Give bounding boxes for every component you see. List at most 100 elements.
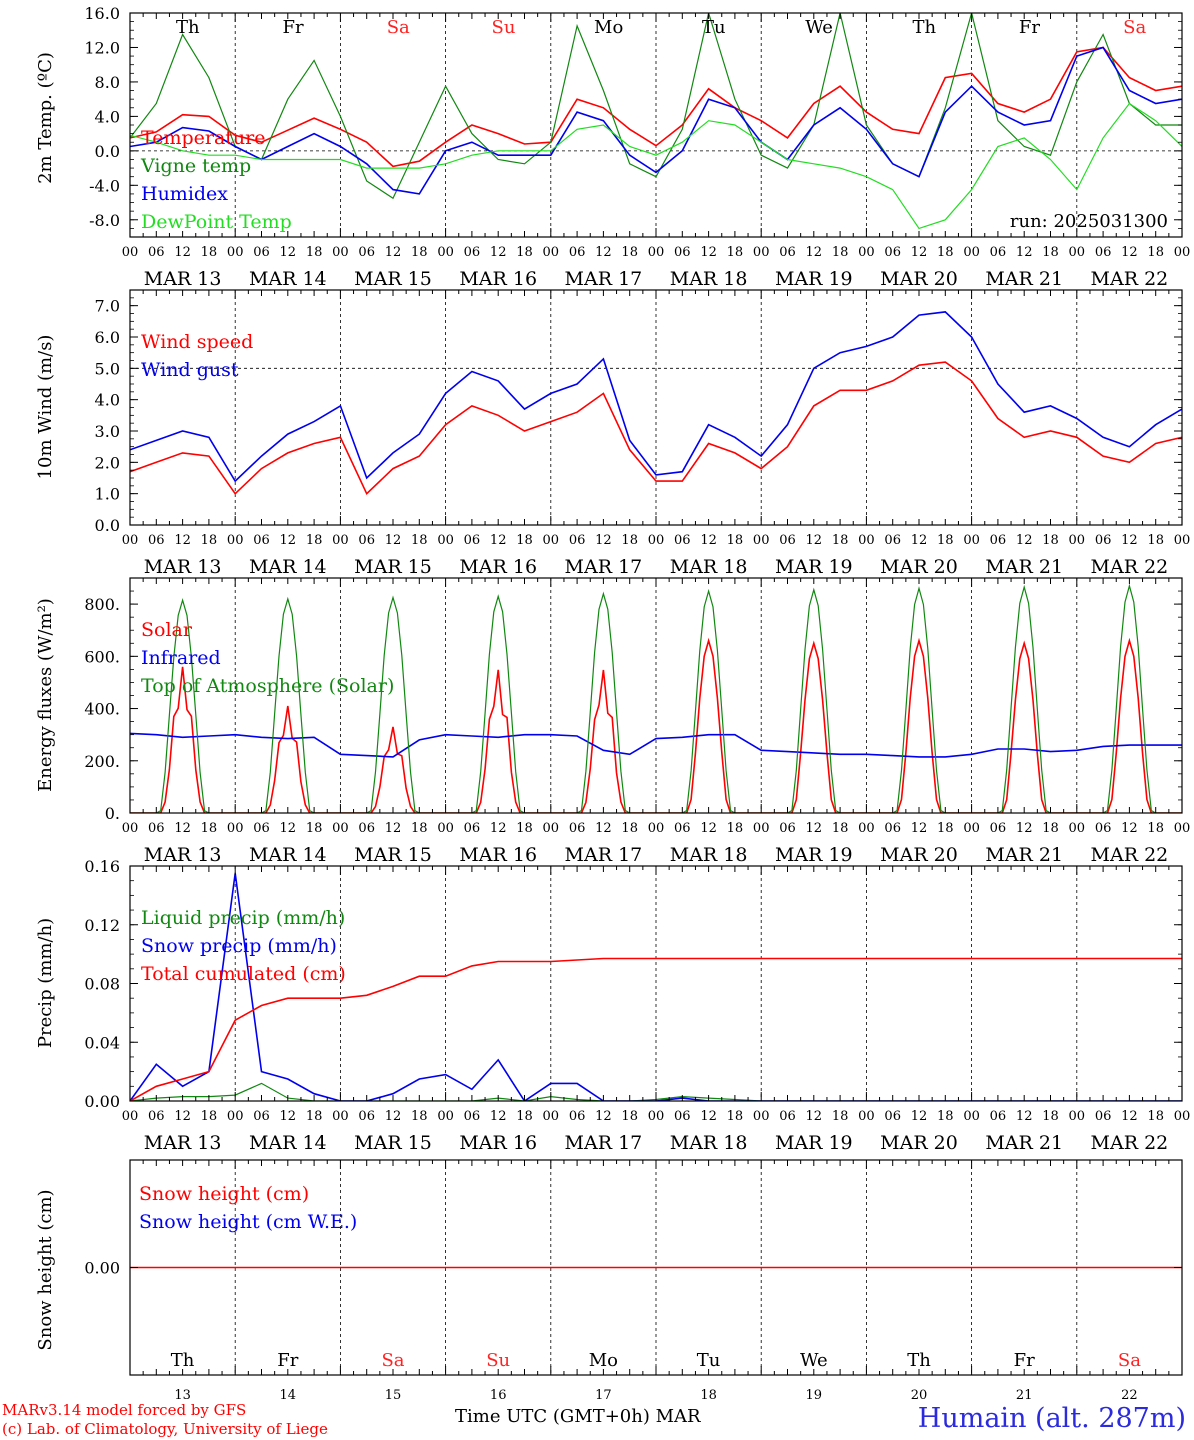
hour-tick-label: 18	[411, 1109, 428, 1124]
hour-tick-label: 00	[332, 533, 349, 548]
hour-tick-label: 00	[122, 533, 139, 548]
y-tick-label: 0.00	[84, 1092, 120, 1111]
hour-tick-label: 06	[884, 821, 901, 836]
y-tick-label: -4.0	[89, 176, 120, 195]
legend-entry: Temperature	[141, 127, 265, 149]
hour-tick-label: 18	[727, 821, 744, 836]
y-tick-label: 1.0	[95, 485, 120, 504]
hour-tick-label: 00	[122, 245, 139, 260]
hour-tick-label: 18	[201, 1109, 218, 1124]
date-label: MAR 21	[985, 844, 1063, 866]
hour-tick-label: 12	[490, 821, 507, 836]
legend-entry: Top of Atmosphere (Solar)	[141, 675, 394, 697]
hour-tick-label: 18	[411, 821, 428, 836]
hour-tick-label: 06	[358, 245, 375, 260]
weekday-label: Su	[486, 1350, 510, 1371]
weekday-label: Su	[491, 17, 515, 38]
hour-tick-label: 06	[148, 245, 165, 260]
hour-tick-label: 18	[621, 1109, 638, 1124]
date-label: MAR 20	[880, 556, 958, 578]
hour-tick-label: 00	[753, 245, 770, 260]
y-tick-label: 0.0	[95, 142, 120, 161]
hour-tick-label: 12	[280, 1109, 297, 1124]
weekday-label: Sa	[1123, 17, 1146, 38]
weekday-label: Mo	[594, 17, 623, 38]
date-label: MAR 14	[249, 268, 327, 290]
date-label: MAR 19	[775, 556, 853, 578]
snow-panel: 0.00 Snow height (cm) Snow height (cm) Snow…	[35, 1159, 1183, 1403]
series-dewpoint-temp	[130, 102, 1182, 230]
hour-tick-label: 00	[1069, 245, 1086, 260]
hour-tick-label: 00	[122, 1109, 139, 1124]
hour-tick-label: 00	[543, 533, 560, 548]
hour-tick-label: 06	[1095, 821, 1112, 836]
hour-tick-label: 00	[332, 821, 349, 836]
hour-tick-label: 18	[1147, 245, 1164, 260]
hour-tick-label: 06	[253, 245, 270, 260]
y-tick-label: 0.00	[84, 1259, 120, 1278]
date-label: MAR 18	[670, 844, 748, 866]
date-label: MAR 20	[880, 844, 958, 866]
hour-tick-label: 12	[595, 821, 612, 836]
hour-tick-label: 18	[832, 821, 849, 836]
y-tick-label: 0.04	[84, 1033, 120, 1052]
hour-tick-label: 00	[437, 821, 454, 836]
weekday-label: Th	[171, 1350, 195, 1371]
hour-tick-label: 00	[963, 1109, 980, 1124]
hour-tick-label: 18	[516, 1109, 533, 1124]
legend-entry: Liquid precip (mm/h)	[141, 907, 345, 929]
run-label: run: 2025031300	[1010, 211, 1168, 232]
hour-tick-label: 00	[437, 1109, 454, 1124]
hour-tick-label: 18	[1147, 1109, 1164, 1124]
hour-tick-label: 12	[280, 821, 297, 836]
hour-tick-label: 12	[806, 1109, 823, 1124]
date-label: MAR 14	[249, 1132, 327, 1154]
y-axis-title: Energy fluxes (W/m²)	[35, 598, 56, 792]
hour-tick-label: 12	[1016, 1109, 1033, 1124]
hour-tick-label: 18	[1042, 821, 1059, 836]
hour-tick-label: 00	[227, 533, 244, 548]
hour-tick-label: 12	[1121, 1109, 1138, 1124]
hour-tick-label: 06	[990, 245, 1007, 260]
hour-tick-label: 18	[937, 821, 954, 836]
hour-tick-label: 18	[1147, 533, 1164, 548]
hour-tick-label: 18	[201, 821, 218, 836]
hour-tick-label: 00	[1174, 533, 1191, 548]
hour-tick-label: 12	[806, 533, 823, 548]
y-tick-label: 0.08	[84, 975, 120, 994]
hour-tick-label: 00	[648, 533, 665, 548]
y-tick-label: 200.	[84, 752, 120, 771]
hour-tick-label: 00	[858, 245, 875, 260]
y-tick-label: 0.16	[84, 857, 120, 876]
hour-tick-label: 00	[1174, 245, 1191, 260]
hour-tick-label: 12	[700, 1109, 717, 1124]
weekday-label: We	[800, 1350, 828, 1371]
legend-entry: Wind speed	[141, 331, 253, 353]
hour-tick-label: 12	[700, 245, 717, 260]
hour-tick-label: 00	[122, 821, 139, 836]
hour-tick-label: 18	[1147, 821, 1164, 836]
date-label: MAR 14	[249, 556, 327, 578]
hour-tick-label: 12	[280, 533, 297, 548]
legend-entry: Snow height (cm)	[139, 1183, 309, 1205]
date-label: MAR 13	[144, 556, 222, 578]
hour-tick-label: 06	[148, 533, 165, 548]
hour-tick-label: 06	[253, 533, 270, 548]
date-label: MAR 14	[249, 844, 327, 866]
hour-tick-label: 06	[358, 533, 375, 548]
hour-tick-label: 00	[227, 1109, 244, 1124]
date-label: MAR 22	[1091, 556, 1169, 578]
series-temperature	[130, 46, 1182, 168]
hour-tick-label: 18	[516, 245, 533, 260]
weekday-label: Mo	[589, 1350, 618, 1371]
hour-tick-label: 06	[990, 821, 1007, 836]
hour-tick-label: 12	[385, 245, 402, 260]
hour-tick-label: 00	[543, 821, 560, 836]
hour-tick-label: 12	[911, 245, 928, 260]
hour-tick-label: 12	[911, 1109, 928, 1124]
y-tick-label: 0.0	[95, 516, 120, 535]
date-label: MAR 21	[985, 1132, 1063, 1154]
date-label: MAR 17	[565, 1132, 643, 1154]
weekday-label: Fr	[283, 17, 304, 38]
legend-entry: Total cumulated (cm)	[141, 963, 346, 985]
